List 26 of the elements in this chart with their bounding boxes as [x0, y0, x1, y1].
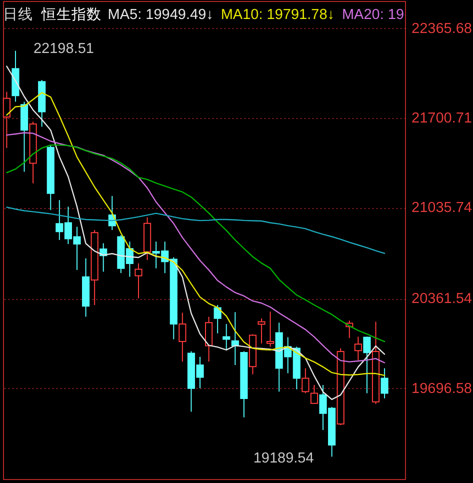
line-series: [6, 66, 386, 400]
candlestick: [266, 311, 274, 348]
candlestick: [258, 318, 266, 344]
candlestick: [214, 304, 222, 334]
candlestick: [310, 384, 318, 405]
text: MA20: 19: [342, 7, 404, 23]
candlestick: [363, 336, 371, 394]
text: MA10: 19791.78↓: [220, 7, 335, 23]
candlestick: [302, 368, 310, 394]
line-series: [6, 206, 386, 254]
y-tick-label: 20361.54: [412, 291, 472, 308]
y-tick-label: 21700.71: [412, 110, 472, 126]
text: MA5: 19949.49↓: [108, 7, 214, 23]
chart-subtitle: 日线: [3, 6, 33, 23]
annotation: 22198.51: [33, 40, 94, 57]
y-tick-label: 21035.74: [412, 200, 472, 216]
candlestick: [134, 262, 142, 299]
candlestick: [354, 336, 362, 361]
chart-title: 恒生指数: [40, 6, 102, 23]
annotation: 19189.54: [253, 450, 314, 467]
candlestick: [178, 312, 186, 362]
candlestick: [205, 316, 213, 362]
y-tick-label: 22365.68: [412, 20, 472, 37]
y-tick-label: 19696.58: [412, 380, 472, 397]
candlestick: [380, 368, 388, 399]
candlestick: [222, 324, 230, 350]
